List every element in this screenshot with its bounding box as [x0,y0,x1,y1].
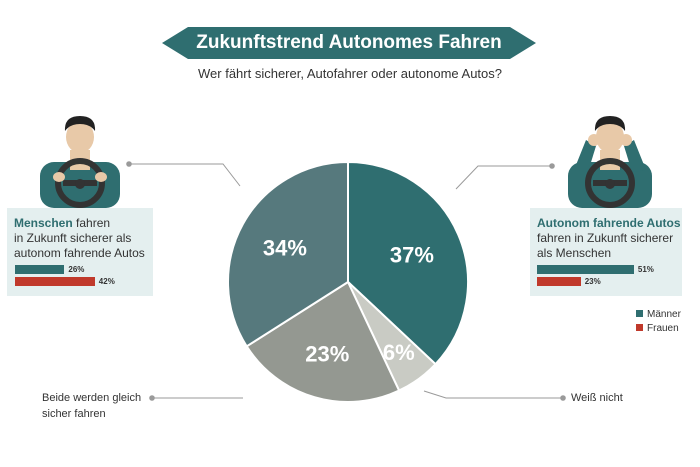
label-both-equal: Beide werden gleich sicher fahren [42,390,141,422]
driver-left-illustration [40,116,120,208]
left-line3: autonom fahrende Autos [14,246,145,260]
pie-label-2: 23% [305,341,349,366]
pie-label-1: 6% [383,340,415,365]
bar-left-women-label: 42% [98,277,115,286]
label-both-line2: sicher fahren [42,408,106,420]
right-highlight: Autonom fahrende Autos [537,216,681,230]
legend-women-swatch [636,324,643,331]
label-dont-know: Weiß nicht [571,392,623,404]
connector-dontknow [423,390,563,399]
bar-right-men [537,265,634,274]
connector-right [455,165,552,190]
left-highlight: Menschen [14,216,73,230]
chart-subtitle: Wer fährt sicherer, Autofahrer oder auto… [198,66,502,81]
pie-slices [227,160,469,403]
legend-men: Männer [636,309,681,320]
bar-right-women [537,277,581,286]
driver-right-illustration [568,116,652,208]
pie-slice-2 [245,280,401,403]
bar-left-men [15,265,65,274]
right-info-text: Autonom fahrende Autos fahren in Zukunft… [537,216,681,261]
bar-left-women [15,277,95,286]
left-info-text: Menschen fahren in Zukunft sicherer als … [14,216,145,261]
connector-left [129,163,241,187]
connector-lines [126,161,566,401]
legend-men-swatch [636,310,643,317]
bar-right-men-label: 51% [637,265,654,274]
legend-women-label: Frauen [647,323,679,334]
pie-label-3: 34% [263,235,307,260]
pie-slice-3 [227,160,349,348]
bar-right-women-label: 23% [584,277,601,286]
right-line2: fahren in Zukunft sicherer [537,231,674,245]
connector-dontknow-dot [560,395,566,401]
title-banner: Zukunftstrend Autonomes Fahren [162,27,536,59]
connector-left-dot [126,161,132,167]
left-line1-rest: fahren [72,216,111,230]
label-both-line1: Beide werden gleich [42,392,142,404]
connector-both-dot [149,395,155,401]
pie-label-0: 37% [390,242,434,267]
chart-title: Zukunftstrend Autonomes Fahren [196,32,502,53]
legend-women: Frauen [636,323,679,334]
legend-men-label: Männer [647,309,681,320]
connector-right-dot [549,163,555,169]
pie-labels: 37% 6% 23% 34% [263,235,434,366]
left-line2: in Zukunft sicherer als [14,231,132,245]
right-line3: als Menschen [537,246,612,260]
bar-left-men-label: 26% [68,265,85,274]
pie-slice-0 [347,160,469,366]
